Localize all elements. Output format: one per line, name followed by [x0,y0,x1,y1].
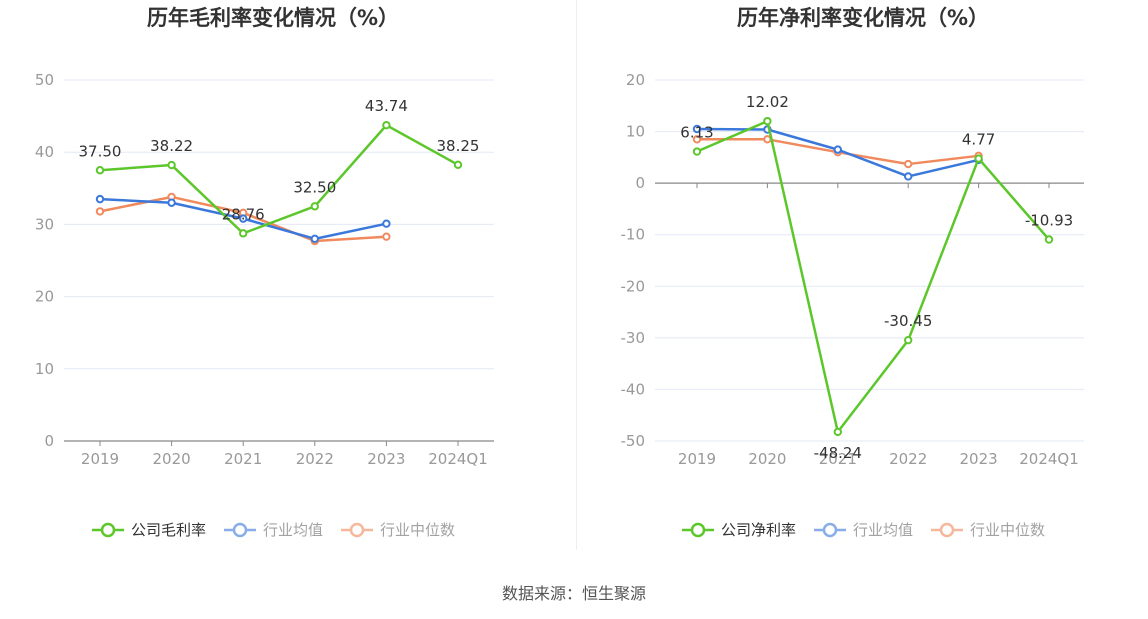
data-label: 43.74 [365,97,408,115]
legend-label: 公司净利率 [721,521,796,539]
legend-swatch-marker [232,522,248,538]
data-point-industry-avg [692,124,702,134]
legend-label: 行业均值 [263,521,323,539]
legend-item: 公司净利率 [682,521,796,539]
x-tick-label: 2022 [889,450,927,468]
legend-label: 行业中位数 [970,521,1045,539]
data-point-industry-median [763,135,772,144]
y-tick-label: -50 [621,432,646,450]
data-label: 12.02 [746,93,789,111]
data-point-company [692,147,702,156]
x-tick-label: 2024Q1 [1019,450,1079,468]
data-point-company [167,160,176,170]
y-tick-label: 10 [35,360,54,378]
data-point-company [239,229,248,238]
y-tick-label: 10 [626,123,645,141]
data-point-company [833,427,842,437]
data-point-industry-avg [310,234,319,244]
y-tick-label: -40 [621,380,646,398]
x-tick-label: 2023 [960,450,998,468]
y-tick-label: 20 [626,71,645,89]
y-tick-label: 0 [44,432,54,450]
legend-swatch-marker [822,522,838,538]
legend-label: 行业中位数 [380,521,455,539]
data-label: -48.24 [814,444,862,462]
legend-item: 行业均值 [224,521,323,539]
data-label: 6.13 [680,124,713,142]
y-tick-label: 50 [35,71,54,89]
data-point-company [382,120,391,130]
data-point-company [1044,235,1054,244]
data-label: 37.50 [79,142,122,160]
x-tick-label: 2021 [819,450,857,468]
data-point-industry-median [95,207,105,216]
data-point-industry-avg [833,145,842,154]
data-point-company [310,202,319,211]
data-point-company [904,335,913,345]
data-point-industry-avg [167,198,176,207]
data-label: 38.25 [437,137,480,155]
data-point-industry-avg [382,219,391,228]
chart-title: 历年净利率变化情况（%） [737,6,989,30]
legend-swatch-marker [100,522,116,538]
x-tick-label: 2019 [678,450,716,468]
legend-swatch-marker [690,522,706,538]
data-label: 28.76 [222,205,265,223]
legend-label: 行业均值 [853,521,913,539]
data-label: 32.50 [293,178,336,196]
data-point-company [974,154,983,163]
data-point-industry-median [382,232,391,241]
y-tick-label: 20 [35,288,54,306]
data-label: -10.93 [1025,212,1073,230]
y-tick-label: -10 [621,226,646,244]
x-tick-label: 2022 [296,450,334,468]
data-point-industry-median [904,159,913,169]
data-point-company [453,160,463,170]
panel-divider [576,0,577,550]
legend-item: 公司毛利率 [92,521,206,539]
series-line-company [696,119,1050,434]
y-tick-label: -30 [621,329,646,347]
legend-swatch-marker [349,522,365,538]
gross-margin-chart: 历年毛利率变化情况（%） 0 10 20 30 40 50 2019 2020 2021 2022 2… [35,6,494,539]
series-line-company [99,123,459,235]
x-tick-label: 2019 [81,450,119,468]
data-label: 4.77 [962,131,995,149]
data-point-industry-avg [239,214,248,223]
legend-label: 公司毛利率 [131,521,206,539]
data-point-industry-median [692,135,702,144]
net-margin-chart: 历年净利率变化情况（%） -50 -40 -30 -20 -10 0 10 20 2019 2020… [621,6,1084,539]
data-label: 38.22 [150,137,193,155]
legend-item: 行业中位数 [341,521,455,539]
y-tick-label: -20 [621,277,646,295]
y-tick-label: 40 [35,143,54,161]
data-point-industry-avg [95,194,105,204]
x-tick-label: 2021 [224,450,262,468]
chart-title: 历年毛利率变化情况（%） [147,6,399,30]
data-point-company [763,116,772,126]
x-tick-label: 2020 [748,450,786,468]
y-tick-label: 0 [635,174,645,192]
x-tick-label: 2020 [153,450,191,468]
legend-swatch-marker [939,522,955,538]
data-label: -30.45 [884,312,932,330]
x-tick-label: 2023 [367,450,405,468]
data-source: 数据来源：恒生聚源 [501,584,646,603]
legend-item: 行业中位数 [931,521,1045,539]
y-tick-label: 30 [35,215,54,233]
data-point-company [95,166,105,175]
data-point-industry-avg [904,172,913,181]
legend-item: 行业均值 [814,521,913,539]
x-tick-label: 2024Q1 [428,450,488,468]
